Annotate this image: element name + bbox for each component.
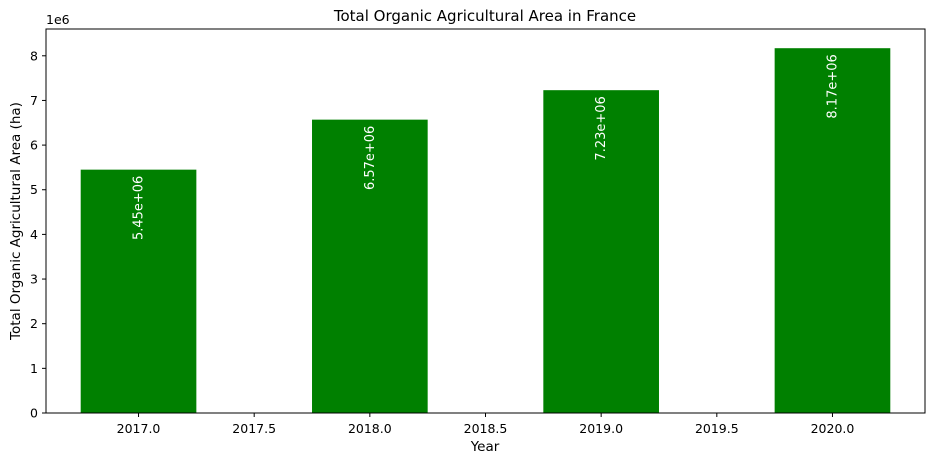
x-tick-label: 2017.0 bbox=[117, 421, 161, 436]
x-tick-label: 2019.5 bbox=[695, 421, 739, 436]
y-scale-label: 1e6 bbox=[46, 12, 70, 27]
x-tick-label: 2020.0 bbox=[811, 421, 855, 436]
y-tick-label: 0 bbox=[30, 406, 38, 421]
y-tick-label: 7 bbox=[30, 93, 38, 108]
bar-2018 bbox=[312, 119, 428, 414]
bar-value-label-2019: 7.23e+06 bbox=[594, 96, 609, 160]
x-tick-label: 2018.0 bbox=[348, 421, 392, 436]
y-tick-label: 6 bbox=[30, 138, 38, 153]
bar-2017 bbox=[80, 169, 197, 413]
bar-2019 bbox=[543, 90, 659, 414]
y-tick-label: 5 bbox=[30, 182, 38, 197]
y-tick-label: 3 bbox=[30, 272, 38, 287]
chart-title: Total Organic Agricultural Area in Franc… bbox=[333, 7, 636, 25]
x-tick-label: 2017.5 bbox=[232, 421, 276, 436]
x-tick-label: 2018.5 bbox=[464, 421, 508, 436]
x-tick-label: 2019.0 bbox=[579, 421, 623, 436]
y-axis-title: Total Organic Agricultural Area (ha) bbox=[8, 102, 24, 341]
x-axis-title: Year bbox=[470, 439, 500, 455]
bar-value-label-2018: 6.57e+06 bbox=[363, 126, 378, 190]
bar-2020 bbox=[774, 48, 891, 413]
y-tick-label: 8 bbox=[30, 48, 38, 63]
y-tick-label: 2 bbox=[30, 316, 38, 331]
y-tick-label: 4 bbox=[30, 227, 38, 242]
bar-value-label-2017: 5.45e+06 bbox=[132, 176, 147, 240]
bar-value-label-2020: 8.17e+06 bbox=[825, 54, 840, 118]
y-tick-label: 1 bbox=[30, 361, 38, 376]
